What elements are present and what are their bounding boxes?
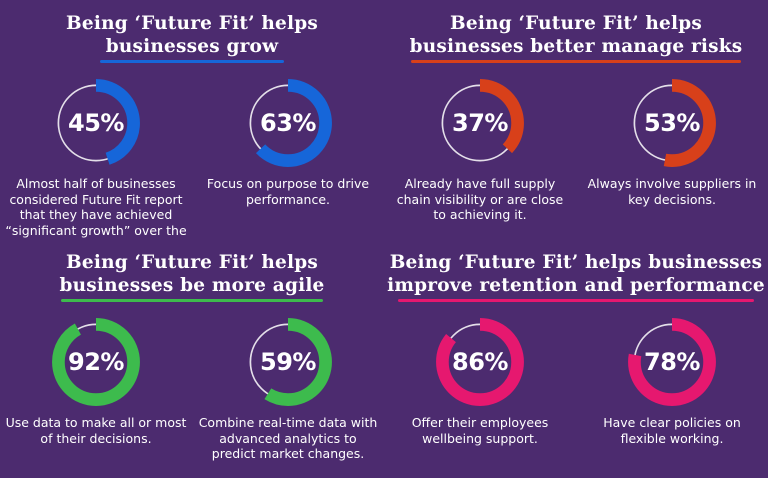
donut-chart: 59% bbox=[241, 315, 335, 409]
donut-percent-label: 78% bbox=[644, 348, 700, 376]
section-title-line2: businesses be more agile bbox=[59, 275, 325, 296]
donut-chart-svg bbox=[628, 79, 716, 167]
donut-percent-label: 59% bbox=[260, 348, 316, 376]
title-underline bbox=[100, 60, 284, 63]
section-more-agile: Being ‘Future Fit’ helps businesses be m… bbox=[0, 239, 384, 478]
stat-figure: 59% Combine real-time data with advanced… bbox=[192, 315, 384, 462]
donut-caption: Focus on purpose to drive performance. bbox=[206, 176, 370, 207]
section-title: Being ‘Future Fit’ helps businesses bett… bbox=[384, 12, 768, 58]
donut-arc bbox=[628, 79, 716, 167]
donut-chart-svg bbox=[52, 318, 140, 406]
stat-figure: 45% Almost half of businesses considered… bbox=[0, 76, 192, 239]
donut-caption: Combine real-time data with advanced ana… bbox=[198, 415, 378, 461]
section-title-line1: Being ‘Future Fit’ helps bbox=[450, 13, 702, 34]
donut-caption: Always involve suppliers in key decision… bbox=[587, 176, 757, 207]
donut-chart-svg bbox=[244, 318, 332, 406]
donut-chart: 78% bbox=[625, 315, 719, 409]
stat-figure: 78% Have clear policies on flexible work… bbox=[576, 315, 768, 446]
section-title-line2: businesses better manage risks bbox=[409, 36, 743, 57]
donut-percent-label: 53% bbox=[644, 109, 700, 137]
donut-chart: 45% bbox=[49, 76, 143, 170]
title-underline bbox=[411, 60, 741, 63]
donut-caption: Almost half of businesses considered Fut… bbox=[5, 176, 187, 239]
donut-chart: 86% bbox=[433, 315, 527, 409]
donut-chart-svg bbox=[436, 79, 524, 167]
stat-figure: 92% Use data to make all or most of thei… bbox=[0, 315, 192, 462]
donut-chart-svg bbox=[52, 79, 140, 167]
donut-percent-label: 86% bbox=[452, 348, 508, 376]
stat-figure: 86% Offer their employees wellbeing supp… bbox=[384, 315, 576, 446]
stat-figure: 37% Already have full supply chain visib… bbox=[384, 76, 576, 223]
title-underline bbox=[398, 299, 754, 302]
donut-caption: Have clear policies on flexible working. bbox=[603, 415, 741, 446]
donut-chart: 63% bbox=[241, 76, 335, 170]
donut-row: 92% Use data to make all or most of thei… bbox=[0, 315, 384, 462]
section-title-line1: Being ‘Future Fit’ helps bbox=[66, 13, 318, 34]
donut-chart: 53% bbox=[625, 76, 719, 170]
section-businesses-grow: Being ‘Future Fit’ helps businesses grow… bbox=[0, 0, 384, 239]
donut-percent-label: 37% bbox=[452, 109, 508, 137]
donut-arc bbox=[436, 318, 524, 406]
donut-row: 37% Already have full supply chain visib… bbox=[384, 76, 768, 223]
donut-percent-label: 45% bbox=[68, 109, 124, 137]
section-title: Being ‘Future Fit’ helps businesses be m… bbox=[0, 251, 384, 297]
donut-chart: 37% bbox=[433, 76, 527, 170]
donut-arc bbox=[244, 79, 332, 167]
donut-percent-label: 92% bbox=[68, 348, 124, 376]
donut-arc bbox=[52, 318, 140, 406]
section-title-line2: improve retention and performance bbox=[387, 275, 765, 296]
donut-chart-svg bbox=[628, 318, 716, 406]
donut-chart-svg bbox=[436, 318, 524, 406]
section-title: Being ‘Future Fit’ helps businesses impr… bbox=[384, 251, 768, 297]
section-manage-risks: Being ‘Future Fit’ helps businesses bett… bbox=[384, 0, 768, 239]
stat-figure: 53% Always involve suppliers in key deci… bbox=[576, 76, 768, 223]
donut-arc bbox=[436, 79, 524, 167]
donut-percent-label: 63% bbox=[260, 109, 316, 137]
donut-arc bbox=[244, 318, 332, 406]
donut-caption: Already have full supply chain visibilit… bbox=[396, 176, 564, 222]
donut-caption: Use data to make all or most of their de… bbox=[5, 415, 187, 446]
donut-row: 45% Almost half of businesses considered… bbox=[0, 76, 384, 239]
section-title-line1: Being ‘Future Fit’ helps businesses bbox=[389, 252, 763, 273]
stat-figure: 63% Focus on purpose to drive performanc… bbox=[192, 76, 384, 239]
title-underline bbox=[61, 299, 323, 302]
section-title-line2: businesses grow bbox=[105, 36, 279, 57]
donut-chart-svg bbox=[244, 79, 332, 167]
donut-chart: 92% bbox=[49, 315, 143, 409]
section-title: Being ‘Future Fit’ helps businesses grow bbox=[0, 12, 384, 58]
section-retention-performance: Being ‘Future Fit’ helps businesses impr… bbox=[384, 239, 768, 478]
donut-row: 86% Offer their employees wellbeing supp… bbox=[384, 315, 768, 446]
donut-caption: Offer their employees wellbeing support. bbox=[411, 415, 549, 446]
section-title-line1: Being ‘Future Fit’ helps bbox=[66, 252, 318, 273]
donut-arc bbox=[628, 318, 716, 406]
donut-arc bbox=[52, 79, 140, 167]
